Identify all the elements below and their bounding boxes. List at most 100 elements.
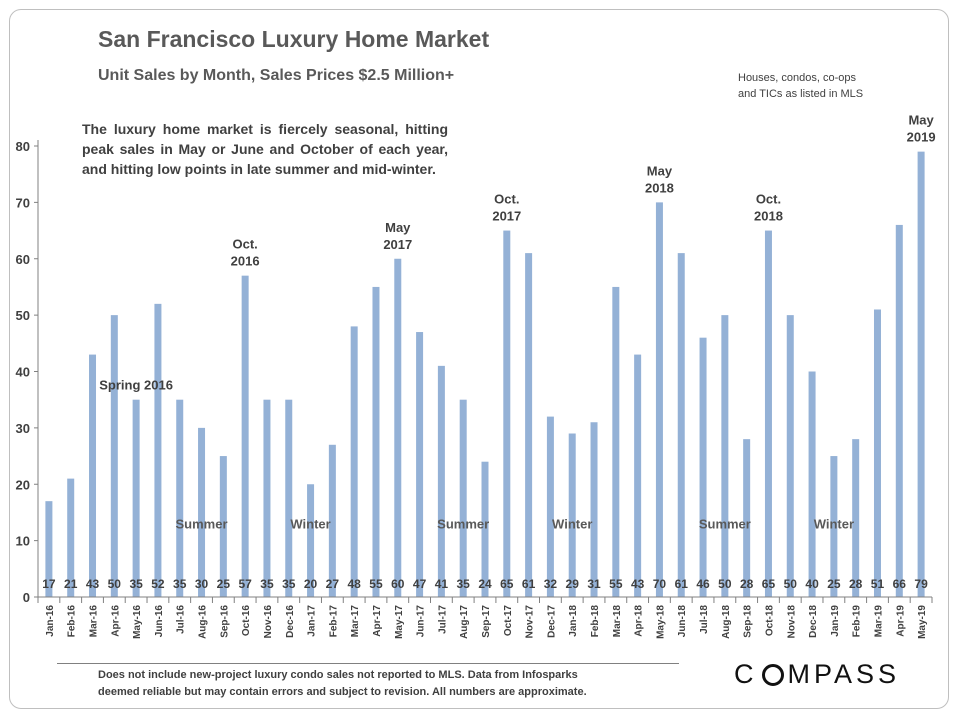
bar: [459, 399, 467, 597]
bar: [852, 439, 860, 597]
x-tick-label: Oct-18: [764, 605, 775, 637]
bar: [721, 315, 729, 597]
data-label: 32: [544, 577, 558, 591]
data-label: 21: [64, 577, 78, 591]
bar: [546, 416, 554, 597]
data-label: 65: [762, 577, 776, 591]
bar: [743, 439, 751, 597]
season-label: Summer: [699, 517, 751, 532]
bar: [328, 444, 336, 597]
data-label: 50: [718, 577, 732, 591]
data-label: 48: [347, 577, 361, 591]
data-label: 52: [151, 577, 165, 591]
data-label: 29: [566, 577, 580, 591]
bar: [285, 399, 293, 597]
x-tick-label: Jan-17: [307, 605, 318, 637]
data-label: 50: [784, 577, 798, 591]
x-tick-label: Oct-17: [503, 605, 514, 637]
bar: [154, 303, 162, 597]
bar: [307, 484, 315, 597]
chart-subtitle: Unit Sales by Month, Sales Prices $2.5 M…: [98, 67, 455, 84]
peak-annotation: 2019: [907, 130, 936, 145]
x-tick-label: Jan-18: [568, 605, 579, 637]
bar: [895, 224, 903, 598]
chart-description: The luxury home market is fiercely seaso…: [82, 121, 448, 177]
bar: [241, 275, 249, 597]
season-label: Winter: [290, 517, 330, 532]
x-tick-label: May-18: [655, 605, 666, 639]
data-label: 25: [827, 577, 841, 591]
y-tick-label: 30: [16, 421, 30, 436]
bar: [219, 456, 227, 597]
x-tick-label: Feb-19: [852, 605, 863, 638]
season-label: Summer: [437, 517, 489, 532]
data-label: 27: [326, 577, 340, 591]
bar: [89, 354, 97, 597]
y-tick-label: 40: [16, 365, 30, 380]
data-label: 31: [587, 577, 601, 591]
y-tick-label: 10: [16, 534, 30, 549]
peak-annotation: 2016: [231, 254, 260, 269]
x-tick-label: Dec-18: [808, 605, 819, 638]
y-tick-label: 0: [23, 590, 30, 605]
data-label: 47: [413, 577, 427, 591]
bar: [830, 456, 838, 597]
source-note-line: Houses, condos, co-ops: [738, 72, 857, 84]
bar: [132, 399, 140, 597]
x-tick-label: Jul-17: [437, 605, 448, 634]
bar: [394, 258, 402, 597]
x-tick-label: Jun-17: [416, 605, 427, 638]
x-tick-label: Jan-16: [45, 605, 56, 637]
bar: [764, 230, 772, 597]
x-tick-label: Dec-17: [546, 605, 557, 638]
bar: [45, 501, 53, 597]
peak-annotation: Spring 2016: [99, 378, 173, 393]
data-label: 51: [871, 577, 885, 591]
data-label: 35: [129, 577, 143, 591]
compass-logo: C MPASS: [734, 659, 901, 689]
x-tick-label: Feb-16: [67, 605, 78, 638]
x-tick-label: Apr-16: [110, 605, 121, 637]
x-tick-label: Aug-17: [459, 605, 470, 639]
x-tick-label: Mar-18: [612, 605, 623, 638]
source-note: Houses, condos, co-ops and TICs as liste…: [738, 70, 908, 102]
y-tick-label: 80: [16, 139, 30, 154]
source-note-line: and TICs as listed in MLS: [738, 88, 864, 100]
x-tick-label: May-17: [394, 605, 405, 639]
bar: [198, 427, 206, 597]
x-tick-label: Aug-16: [198, 605, 209, 639]
data-label: 28: [849, 577, 863, 591]
x-tick-label: Sep-18: [743, 605, 754, 638]
data-label: 46: [696, 577, 710, 591]
peak-annotation: Oct.: [232, 237, 257, 252]
x-tick-label: Jun-18: [677, 605, 688, 638]
x-tick-label: Feb-17: [328, 605, 339, 638]
y-tick-label: 50: [16, 308, 30, 323]
footnote-divider: [57, 663, 679, 664]
x-tick-label: Mar-19: [873, 605, 884, 638]
data-label: 50: [108, 577, 122, 591]
bar: [590, 422, 598, 597]
x-tick-label: Aug-18: [721, 605, 732, 639]
season-label: Summer: [176, 517, 228, 532]
x-tick-label: Apr-18: [634, 605, 645, 637]
x-tick-label: Feb-18: [590, 605, 601, 638]
data-label: 79: [914, 577, 928, 591]
data-label: 70: [653, 577, 667, 591]
bar: [612, 286, 620, 597]
y-tick-label: 20: [16, 477, 30, 492]
data-label: 43: [631, 577, 645, 591]
bar: [786, 315, 794, 597]
data-label: 17: [42, 577, 56, 591]
x-tick-label: Dec-16: [285, 605, 296, 638]
data-label: 25: [217, 577, 231, 591]
bar: [350, 326, 358, 597]
data-label: 35: [457, 577, 471, 591]
data-label: 24: [478, 577, 492, 591]
data-label: 60: [391, 577, 405, 591]
y-tick-label: 60: [16, 252, 30, 267]
peak-annotation: May: [908, 113, 934, 128]
data-label: 55: [369, 577, 383, 591]
peak-annotation: Oct.: [494, 192, 519, 207]
